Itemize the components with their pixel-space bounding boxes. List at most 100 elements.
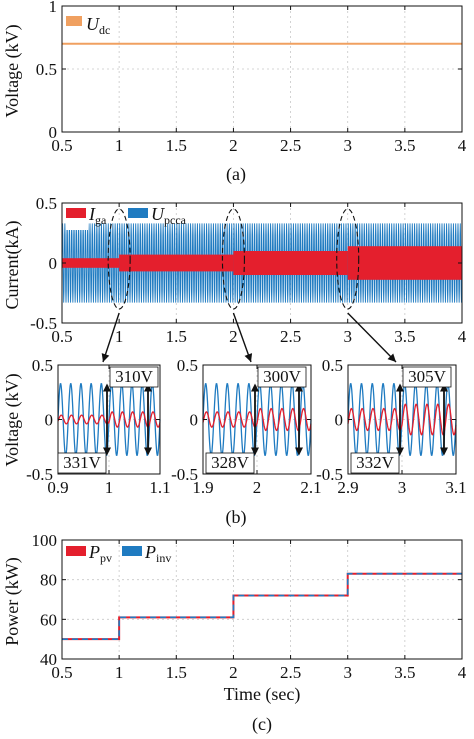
panel-b-zoom-1-iga-line <box>57 411 161 428</box>
panel-b-ytick-label: 0 <box>49 254 58 273</box>
panel-b-zoom-1-range-arrowhead-bottom <box>144 447 152 456</box>
panel-c-legend-swatch-ppv <box>66 546 86 556</box>
panel-b-xtick-label: 2.5 <box>280 327 301 346</box>
panel-c-ytick-label: 100 <box>32 531 58 550</box>
panel-b-xtick-label: 1.5 <box>166 327 187 346</box>
panel-b-zoom-3-xtick-label: 3 <box>398 478 407 497</box>
panel-b-zoom-3-range-arrowhead-top <box>396 383 404 392</box>
panel-b-zoom-1-xtick-label: 1 <box>105 478 114 497</box>
panel-c-frame <box>61 539 463 660</box>
panel-b-zoom-1-ytick-label: 0.5 <box>32 356 53 375</box>
panel-b-zoom-3-ytick-label: -0.5 <box>316 465 343 484</box>
panel-b-xtick-label: 3 <box>343 327 352 346</box>
panel-a-xtick-label: 0.5 <box>51 136 72 155</box>
panel-b-zoom-3-label-bottom-box <box>350 452 400 474</box>
panel-b-zoom-3-range-arrowhead-bottom <box>396 447 404 456</box>
panel-b-zoom-3-label-top-box <box>402 366 452 388</box>
panel-b-zoom-arrow <box>232 312 252 363</box>
panel-b-zoom-1-label-top: 310V <box>115 367 154 386</box>
panel-b-zoom-1-label-bottom-box <box>57 452 107 474</box>
panel-a-legend-swatch <box>66 16 82 26</box>
panel-c-xtick-label: 1.5 <box>166 663 187 682</box>
panel-b-xtick-label: 0.5 <box>51 327 72 346</box>
panel-b-ytick-label: 0.5 <box>36 194 57 213</box>
panel-b-zoom-1-range-arrowhead-top <box>144 383 152 392</box>
panel-c-legend-swatch-pinv <box>122 546 142 556</box>
panel-c-series-pinv-line <box>62 572 462 640</box>
panel-c-legend-label-ppv-main: P <box>88 542 100 562</box>
panel-b-zoom-2-label-bottom-box <box>205 452 255 474</box>
panel-c-ytick-label: 60 <box>40 610 57 629</box>
panel-c-xtick-label: 1 <box>115 663 124 682</box>
panel-b-zoom-1-label-bottom: 331V <box>63 453 102 472</box>
panel-b-zoom-2-ytick-label: 0 <box>190 411 199 430</box>
panel-b-legend-label-upcca-main: U <box>151 204 165 224</box>
panel-b-series-iga-segment <box>233 251 348 275</box>
panel-b-zoom-arrowhead <box>101 353 110 362</box>
panel-c-plot-bg <box>62 540 462 659</box>
panel-b-zoom-1-label-top-box <box>109 366 159 388</box>
panel-c-caption: (c) <box>252 714 272 735</box>
panel-b-zoom-2-xtick-label: 2 <box>253 478 262 497</box>
panel-b-xtick-label: 2 <box>229 327 238 346</box>
panel-a-legend-label-main: U <box>86 14 100 34</box>
panel-b-ylabel: Current(kA) <box>2 221 23 310</box>
panel-c-xtick-label: 3 <box>343 663 352 682</box>
panel-b-zoom-2-ytick-label: -0.5 <box>171 465 198 484</box>
panel-b-zoom-2-iga-line <box>202 407 312 432</box>
panel-b-zoom-arrowhead <box>387 353 396 362</box>
panel-b-zoom-3-range-arrowhead-top <box>440 383 448 392</box>
panel-b-legend-label-upcca: Upcca <box>151 204 187 227</box>
panel-b-zoom-2-label-top-box <box>257 366 307 388</box>
panel-c-ytick-label: 80 <box>40 571 57 590</box>
panel-a-ytick-label: 0.5 <box>36 60 57 79</box>
panel-b-zoom-1-range-arrowhead-bottom <box>103 447 111 456</box>
panel-c-ytick-label: 40 <box>40 650 57 669</box>
panel-b-zoom-3-xtick-label: 3.1 <box>445 478 466 497</box>
panel-b-zoom-arrowhead <box>244 353 253 362</box>
panel-b-zoom-2-xtick-label: 2.1 <box>300 478 321 497</box>
panel-b-zoom-3-label-bottom: 332V <box>356 453 395 472</box>
panel-b-zoom-2-upcca-line <box>202 383 312 456</box>
panel-a-caption: (a) <box>226 164 246 185</box>
panel-b-caption: (b) <box>226 507 247 528</box>
panel-b-xtick-label: 3.5 <box>394 327 415 346</box>
panel-b-legend-label-upcca-sub: pcca <box>164 213 187 227</box>
panel-b-series-iga-segment <box>62 258 120 268</box>
panel-b-zoom-2-range-arrowhead-bottom <box>295 447 303 456</box>
panel-b-zoom-2-label-bottom: 328V <box>211 453 250 472</box>
panel-a-ytick-label: 1 <box>49 0 58 16</box>
panel-c-xtick-label: 2.5 <box>280 663 301 682</box>
panel-b-legend-swatch-iga <box>66 208 86 218</box>
panel-b-zoom-3-range-arrowhead-bottom <box>440 447 448 456</box>
panel-b-series-iga-segment <box>119 254 234 272</box>
panel-c-legend-label-ppv-sub: pv <box>100 551 112 565</box>
panel-a-xtick-label: 2 <box>229 136 238 155</box>
panel-a-legend-label: Udc <box>86 14 110 37</box>
panel-b-zoom-3-xtick-label: 2.9 <box>337 478 358 497</box>
panel-b-zoom-3-ytick-label: 0.5 <box>322 356 343 375</box>
panel-a-xtick-label: 3.5 <box>394 136 415 155</box>
panel-b-zoom-3-upcca-line <box>347 383 457 456</box>
panel-a-xtick-label: 1 <box>115 136 124 155</box>
panel-a-xtick-label: 3 <box>343 136 352 155</box>
panel-c-xtick-label: 0.5 <box>51 663 72 682</box>
panel-b-zoom-arrow <box>102 312 120 363</box>
panel-b-zoom-1-ytick-label: -0.5 <box>26 465 53 484</box>
panel-b-zoom-marker-ellipse <box>336 208 360 310</box>
panel-b-zoom-marker-ellipse <box>107 208 131 310</box>
panel-b-zoom-1-xtick-label: 0.9 <box>47 478 68 497</box>
panel-b-zoom-1-ytick-label: 0 <box>45 411 54 430</box>
panel-b-zoom-marker-ellipse <box>221 208 245 310</box>
panel-b-zoom-ylabel: Voltage (kV) <box>2 373 23 466</box>
panel-b-xtick-label: 1 <box>115 327 124 346</box>
panel-b-zoom-2-range-arrowhead-top <box>295 383 303 392</box>
panel-b-zoom-2-xtick-label: 1.9 <box>192 478 213 497</box>
panel-c-xtick-label: 2 <box>229 663 238 682</box>
panel-b-zoom-arrow <box>347 312 397 363</box>
panel-b-ytick-label: -0.5 <box>30 314 57 333</box>
panel-a-legend-label-sub: dc <box>99 23 110 37</box>
panel-b-zoom-2-range-arrowhead-top <box>251 383 259 392</box>
panel-c-xtick-label: 4 <box>458 663 467 682</box>
